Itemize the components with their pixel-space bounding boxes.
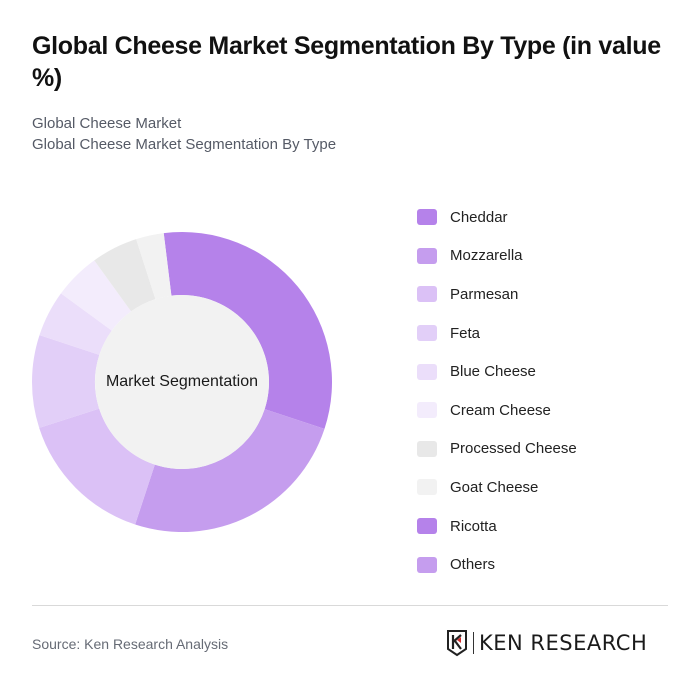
legend-item[interactable]: Cheddar <box>417 198 577 237</box>
ken-research-logo: KEN RESEARCH <box>446 628 647 658</box>
legend-label: Cream Cheese <box>450 401 551 419</box>
legend-item[interactable]: Parmesan <box>417 275 577 314</box>
legend-swatch <box>417 479 437 496</box>
legend-swatch <box>417 440 437 457</box>
legend-swatch <box>417 556 437 573</box>
legend-swatch <box>417 363 437 380</box>
donut-segment-cream-cheese[interactable] <box>60 260 132 331</box>
page-title: Global Cheese Market Segmentation By Typ… <box>32 32 661 92</box>
donut-segment-cheddar[interactable] <box>163 232 332 429</box>
legend-swatch <box>417 402 437 419</box>
legend-label: Mozzarella <box>450 247 523 265</box>
legend-swatch <box>417 209 437 226</box>
legend-item[interactable]: Ricotta <box>417 507 577 546</box>
donut-segment-feta[interactable] <box>32 335 100 428</box>
legend-item[interactable]: Cream Cheese <box>417 391 577 430</box>
legend-label: Ricotta <box>450 517 497 535</box>
logo-text: KEN RESEARCH <box>479 631 648 655</box>
donut-segment-processed-cheese[interactable] <box>94 239 156 312</box>
legend-label: Goat Cheese <box>450 478 539 496</box>
legend-swatch <box>417 247 437 264</box>
logo-separator <box>473 632 474 654</box>
donut-center <box>95 295 269 469</box>
donut-segment-parmesan[interactable] <box>39 408 155 525</box>
donut-segment-mozzarella[interactable] <box>135 409 325 532</box>
legend-item[interactable]: Feta <box>417 314 577 353</box>
donut-segment-blue-cheese[interactable] <box>39 293 112 355</box>
legend-label: Feta <box>450 324 481 342</box>
ken-research-k-shield-icon <box>447 630 467 657</box>
donut-segment-goat-cheese[interactable] <box>136 233 172 300</box>
legend-swatch <box>417 518 437 535</box>
legend-item[interactable]: Mozzarella <box>417 237 577 276</box>
chart-legend: Cheddar Mozzarella Parmesan Feta Blue Cheese… <box>417 198 577 584</box>
legend-label: Cheddar <box>450 208 508 226</box>
subtitle-market: Global Cheese Market <box>32 115 182 132</box>
legend-swatch <box>417 286 437 303</box>
legend-label: Parmesan <box>450 285 519 303</box>
subtitle-segmentation: Global Cheese Market Segmentation By Typ… <box>32 136 337 153</box>
legend-item[interactable]: Processed Cheese <box>417 430 577 469</box>
legend-label: Others <box>450 556 496 574</box>
legend-item[interactable]: Blue Cheese <box>417 352 577 391</box>
legend-label: Processed Cheese <box>450 440 577 458</box>
legend-item[interactable]: Others <box>417 545 577 584</box>
source-note: Source: Ken Research Analysis <box>32 636 229 652</box>
donut-chart <box>32 232 332 532</box>
subtitle: Global Cheese Market Global Cheese Marke… <box>32 113 336 155</box>
legend-swatch <box>417 325 437 342</box>
donut-svg <box>32 232 332 532</box>
legend-label: Blue Cheese <box>450 363 536 381</box>
legend-item[interactable]: Goat Cheese <box>417 468 577 507</box>
footer-divider <box>32 605 668 606</box>
